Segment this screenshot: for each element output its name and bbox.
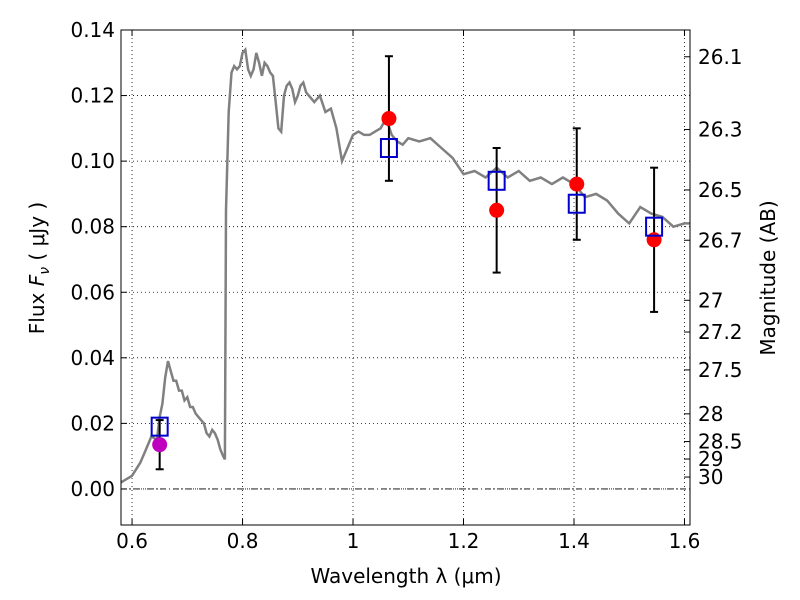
model-band-square [487, 170, 506, 191]
y2-tick-label: 27 [698, 288, 723, 312]
model-band-square [645, 216, 664, 237]
y2-tick-label: 29 [698, 447, 723, 471]
y2-tick-label: 27.5 [698, 358, 743, 382]
y-tick-label: 0.10 [70, 149, 115, 173]
y-tick-label: 0.08 [70, 215, 115, 239]
y2-tick-label: 26.7 [698, 228, 743, 252]
x-axis-title: Wavelength λ (μm) [310, 564, 501, 588]
x-tick-label: 1 [347, 529, 360, 553]
model-band-square [150, 416, 169, 437]
observed-point [381, 111, 397, 127]
y-title-prefix: Flux [25, 286, 49, 334]
x-tick-label: 0.8 [227, 529, 259, 553]
y-tick-label: 0.06 [70, 280, 115, 304]
y2-axis-title: Magnitude (AB) [756, 200, 780, 355]
y-tick-label: 0.12 [70, 84, 115, 108]
square-layer [150, 138, 664, 437]
point-layer [152, 111, 662, 453]
y2-tick-label: 26.1 [698, 45, 743, 69]
x-tick-label: 1.4 [558, 529, 590, 553]
x-tick-label: 1.6 [669, 529, 701, 553]
x-tick-label: 0.6 [116, 529, 148, 553]
observed-point [489, 202, 505, 218]
y-axis-ticks: 0.00 0.02 0.04 0.06 0.08 0.10 0.12 0.14 [70, 18, 127, 501]
y-tick-label: 0.04 [70, 346, 115, 370]
x-tick-label: 1.2 [448, 529, 480, 553]
model-spectrum-line [121, 46, 690, 484]
x-axis-ticks: 0.6 0.8 1 1.2 1.4 1.6 [116, 30, 700, 553]
y-title-symbol: F [25, 274, 49, 286]
y2-tick-label: 26.3 [698, 117, 743, 141]
plot-frame [120, 29, 691, 526]
y-tick-label: 0.14 [70, 18, 115, 42]
observed-point [569, 176, 585, 192]
y-tick-label: 0.02 [70, 411, 115, 435]
y-axis-title: Flux Fν ( μJy ) [25, 202, 53, 334]
y2-tick-label: 27.2 [698, 320, 743, 344]
grid [121, 29, 690, 525]
y2-tick-label: 28 [698, 402, 723, 426]
y2-tick-label: 28.5 [698, 430, 743, 454]
errorbar-layer [155, 55, 659, 471]
model-spectrum-layer [121, 46, 690, 484]
y-title-subscript: ν [37, 267, 53, 275]
y2-tick-label: 30 [698, 465, 723, 489]
observed-optical-point [152, 437, 168, 453]
model-band-square [379, 138, 398, 159]
model-band-square [567, 193, 586, 214]
y-title-suffix: ( μJy ) [25, 202, 49, 267]
y-tick-label: 0.00 [70, 477, 115, 501]
y2-tick-label: 26.5 [698, 178, 743, 202]
